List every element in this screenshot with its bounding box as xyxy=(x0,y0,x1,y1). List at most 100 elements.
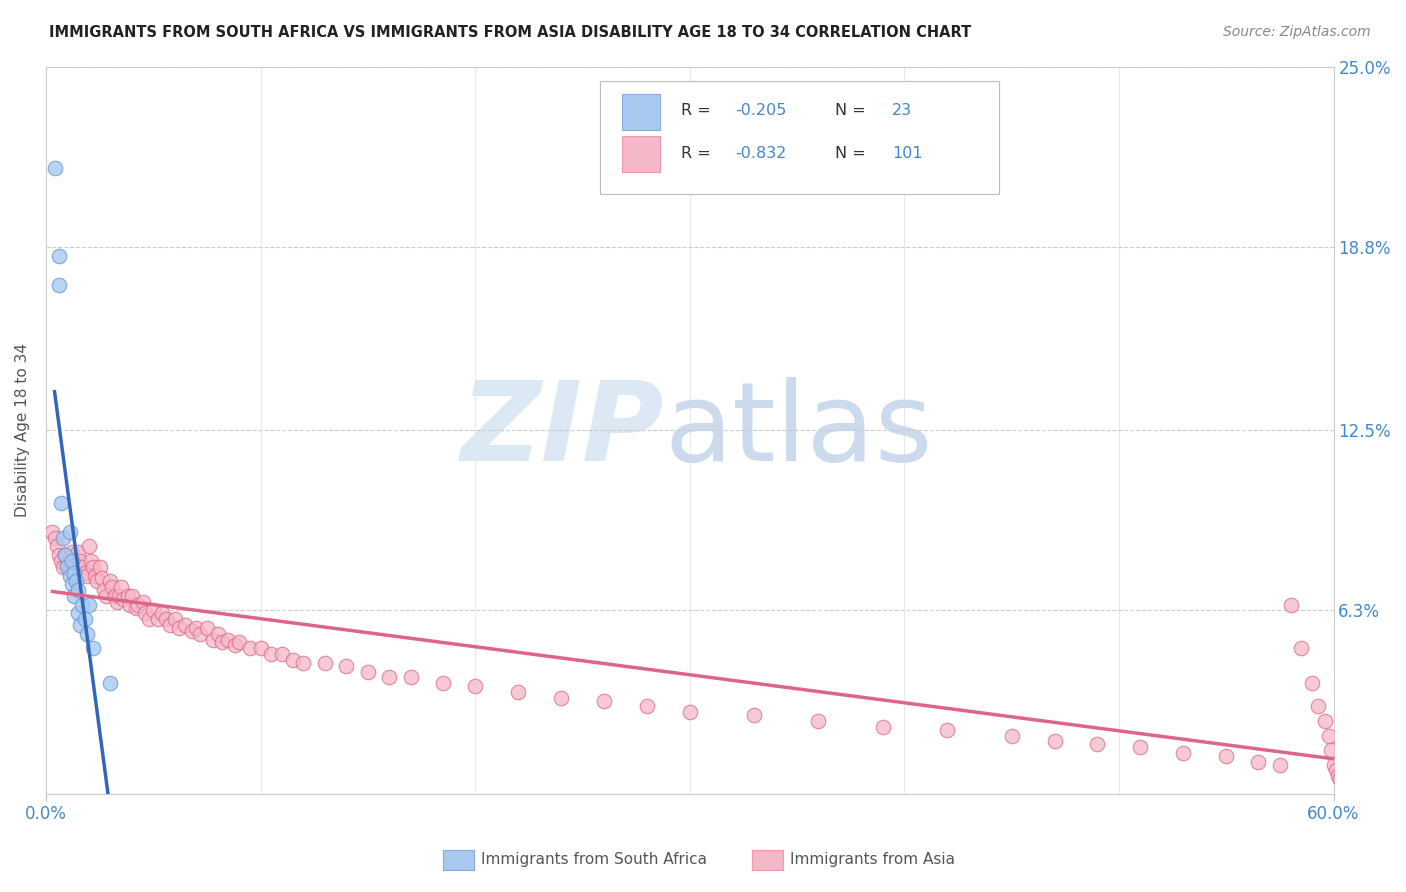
Point xyxy=(63,589,86,603)
Point xyxy=(1268,757,1291,772)
Point xyxy=(249,641,271,656)
Point xyxy=(190,626,212,640)
Point xyxy=(138,612,160,626)
Point xyxy=(98,676,121,690)
Point xyxy=(76,626,98,640)
Text: ZIP: ZIP xyxy=(461,376,664,483)
Point xyxy=(174,618,197,632)
Point xyxy=(432,676,454,690)
Point xyxy=(94,589,117,603)
Point xyxy=(69,618,91,632)
Text: N =: N = xyxy=(835,146,872,161)
Point xyxy=(121,589,143,603)
Point xyxy=(217,632,239,647)
Point xyxy=(292,656,315,670)
Point xyxy=(110,580,132,594)
Point xyxy=(125,600,148,615)
Point xyxy=(53,548,76,562)
Point xyxy=(1313,714,1336,728)
Point xyxy=(1087,737,1109,751)
FancyBboxPatch shape xyxy=(621,136,661,172)
Point xyxy=(45,540,67,554)
Text: N =: N = xyxy=(835,103,872,118)
Point xyxy=(60,554,83,568)
Point xyxy=(1291,641,1313,656)
Point xyxy=(464,679,486,693)
Text: R =: R = xyxy=(681,103,716,118)
Point xyxy=(69,554,91,568)
Point xyxy=(89,559,111,574)
Point xyxy=(1247,755,1270,769)
Point xyxy=(117,589,139,603)
Point xyxy=(260,647,283,661)
FancyBboxPatch shape xyxy=(621,94,661,130)
Point xyxy=(335,658,357,673)
Point xyxy=(399,670,422,684)
Point xyxy=(163,612,186,626)
Point xyxy=(131,595,153,609)
Point xyxy=(77,598,100,612)
Point xyxy=(228,635,250,649)
Point xyxy=(202,632,225,647)
Point xyxy=(48,277,70,292)
Point xyxy=(1324,764,1347,778)
Point xyxy=(167,621,190,635)
Point xyxy=(44,531,66,545)
Point xyxy=(1329,772,1351,786)
Text: Immigrants from South Africa: Immigrants from South Africa xyxy=(481,853,707,867)
Point xyxy=(146,612,169,626)
Text: -0.832: -0.832 xyxy=(735,146,786,161)
Text: Source: ZipAtlas.com: Source: ZipAtlas.com xyxy=(1223,25,1371,39)
Point xyxy=(150,607,173,621)
Point xyxy=(58,524,80,539)
Point xyxy=(76,568,98,582)
Point xyxy=(108,589,131,603)
Point xyxy=(1326,769,1348,783)
Point xyxy=(378,670,401,684)
Point xyxy=(1001,729,1024,743)
Point xyxy=(550,690,572,705)
Point xyxy=(1322,757,1344,772)
Point xyxy=(281,653,304,667)
Point xyxy=(63,566,86,580)
Point xyxy=(93,583,115,598)
Point xyxy=(936,723,959,737)
Point xyxy=(357,665,380,679)
Text: R =: R = xyxy=(681,146,716,161)
Point xyxy=(506,685,529,699)
Point xyxy=(41,524,63,539)
Point xyxy=(48,249,70,263)
Point xyxy=(636,699,658,714)
Point xyxy=(1215,748,1237,763)
Point xyxy=(56,559,79,574)
Point xyxy=(65,559,87,574)
Point xyxy=(67,545,90,559)
Point xyxy=(82,559,104,574)
Text: Immigrants from Asia: Immigrants from Asia xyxy=(790,853,955,867)
Point xyxy=(1043,734,1066,748)
Point xyxy=(101,580,124,594)
Point xyxy=(224,638,246,652)
Point xyxy=(239,641,262,656)
Point xyxy=(807,714,830,728)
Point xyxy=(49,554,72,568)
Point xyxy=(271,647,294,661)
Text: 101: 101 xyxy=(891,146,922,161)
Point xyxy=(72,559,94,574)
Point xyxy=(211,635,233,649)
Point xyxy=(186,621,208,635)
FancyBboxPatch shape xyxy=(599,81,998,194)
Point xyxy=(44,161,66,176)
Point xyxy=(118,598,141,612)
Point xyxy=(872,720,894,734)
Point xyxy=(314,656,336,670)
Point xyxy=(127,598,149,612)
Point xyxy=(60,577,83,591)
Point xyxy=(90,571,112,585)
Point xyxy=(72,598,94,612)
Point xyxy=(73,612,96,626)
Y-axis label: Disability Age 18 to 34: Disability Age 18 to 34 xyxy=(15,343,30,517)
Point xyxy=(80,554,103,568)
Point xyxy=(742,708,765,723)
Point xyxy=(63,554,86,568)
